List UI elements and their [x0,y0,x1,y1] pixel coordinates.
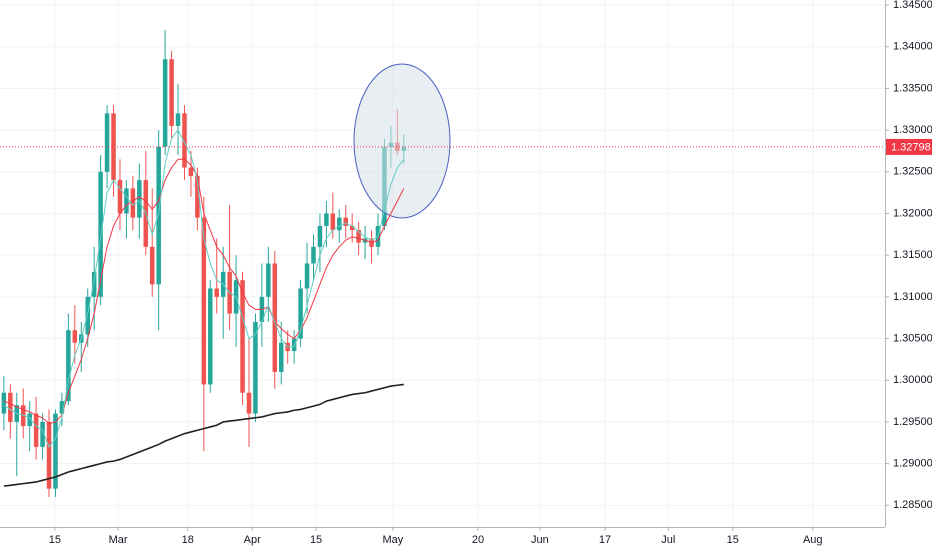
candle-body [266,263,271,297]
y-tick-label: 1.32500 [893,166,932,178]
candle-body [149,246,155,285]
last-price-label: 1.32798 [891,141,931,153]
candle-body [240,280,245,393]
candle-body [33,413,39,447]
candle-body [337,217,342,231]
candle-body [298,288,303,339]
plot [1,30,407,497]
candle-body [208,288,213,385]
candle-body [66,330,71,402]
candle-body [156,146,161,285]
y-tick-label: 1.34000 [893,41,932,53]
candle-body [188,167,194,176]
candle-body [124,188,129,214]
candle-body [117,180,123,214]
y-tick-label: 1.34500 [893,0,932,11]
moving-average-line [3,158,405,425]
candle-body [330,213,336,231]
x-tick-label: 15 [49,534,61,546]
candle-body [91,271,97,297]
candle-body [253,321,258,414]
candle-body [46,421,52,489]
candle-body [311,246,316,264]
y-tick-label: 1.33500 [893,82,932,94]
candle-body [72,330,78,343]
x-tick-label: 18 [182,534,194,546]
candle-body [291,338,297,352]
candle-body [1,392,7,414]
candle-body [246,392,252,414]
x-tick-label: Jun [531,534,549,546]
y-tick-label: 1.28500 [893,499,932,511]
candle-body [356,230,361,243]
x-tick-label: Mar [109,534,128,546]
y-tick-label: 1.30000 [893,374,932,386]
candle-body [169,59,174,126]
candle-body [130,188,136,218]
overlays [0,129,885,487]
x-tick-label: 15 [727,534,739,546]
candle-body [317,225,323,247]
candle-body [137,180,142,218]
highlight-ellipse [353,63,451,219]
candle-body [324,213,329,226]
candle-body [278,342,284,372]
candle-body [175,113,181,126]
x-tick-label: 15 [310,534,322,546]
candle-body [111,113,116,181]
candle-body [343,217,349,226]
last-price-badge [886,138,932,155]
y-tick-label: 1.31000 [893,291,932,303]
candle-body [304,263,310,289]
candle-body [182,113,187,168]
x-tick-label: 20 [472,534,484,546]
x-tick-label: Jul [661,534,675,546]
y-tick-label: 1.33000 [893,124,932,136]
grid [0,0,885,527]
x-tick-label: Apr [244,534,261,546]
y-tick-label: 1.31500 [893,249,932,261]
candle-body [98,171,103,297]
candle-body [85,296,90,335]
candle-body [349,225,355,231]
candle-body [104,113,110,172]
candle-body [195,175,200,218]
y-tick-label: 1.29500 [893,416,932,428]
x-tick-label: May [382,534,403,546]
candle-body [40,421,45,447]
candle-body [201,217,207,385]
moving-average-line [3,129,405,448]
candle-body [27,413,32,427]
candle-body [8,392,13,422]
moving-average-line [3,383,404,487]
candle-body [59,401,65,414]
candle-body [53,413,58,489]
y-tick-label: 1.29000 [893,458,932,470]
x-tick-label: 17 [599,534,611,546]
y-tick-label: 1.32000 [893,207,932,219]
candle-body [162,59,168,147]
axes: 1.28500 1.29000 1.29500 1.30000 1.30500 1.310… [49,0,932,546]
candle-body [214,288,219,297]
y-tick-label: 1.30500 [893,332,932,344]
candle-body [272,263,278,372]
x-tick-label: Aug [803,534,823,546]
